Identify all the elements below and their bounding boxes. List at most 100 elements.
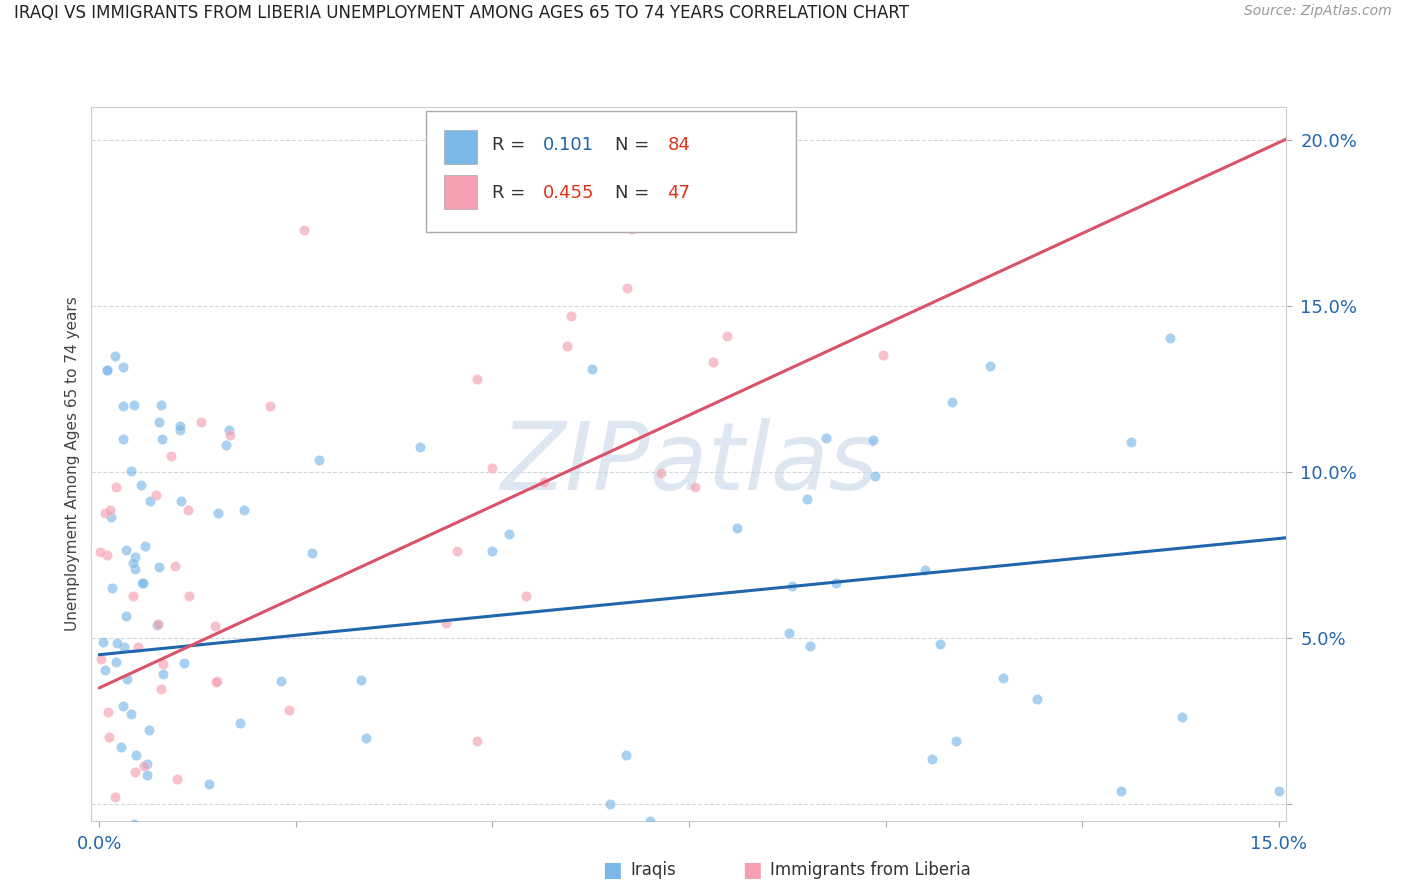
Point xyxy=(599,797,621,811)
Point xyxy=(233,503,256,517)
Point xyxy=(1159,331,1181,345)
Point xyxy=(105,636,128,650)
Point xyxy=(132,759,155,773)
Point xyxy=(190,415,212,429)
Point xyxy=(170,494,193,508)
Point xyxy=(301,546,323,560)
Point xyxy=(152,657,174,671)
FancyBboxPatch shape xyxy=(444,175,478,209)
Text: ZIPatlas: ZIPatlas xyxy=(501,418,877,509)
Point xyxy=(89,545,111,559)
Point xyxy=(204,618,226,632)
Point xyxy=(465,372,488,386)
Point xyxy=(94,663,117,677)
Point xyxy=(862,434,884,448)
Point xyxy=(149,398,172,412)
Point xyxy=(165,559,187,574)
Point xyxy=(198,777,221,791)
Point xyxy=(434,615,457,630)
Point xyxy=(215,438,238,452)
Point xyxy=(702,355,724,369)
Point xyxy=(91,634,114,648)
Point xyxy=(132,576,155,591)
Point xyxy=(112,699,135,714)
Point xyxy=(110,739,132,754)
Point xyxy=(278,703,301,717)
Point xyxy=(928,636,950,650)
Text: 84: 84 xyxy=(668,136,690,153)
Point xyxy=(638,814,661,828)
Point xyxy=(796,491,818,506)
Point xyxy=(1111,784,1133,798)
Text: ■: ■ xyxy=(602,860,621,880)
Point xyxy=(100,509,122,524)
Point xyxy=(616,281,638,295)
Point xyxy=(124,765,146,780)
Point xyxy=(98,730,121,744)
Text: 0.455: 0.455 xyxy=(543,184,595,202)
Point xyxy=(138,723,160,737)
Point xyxy=(533,475,555,489)
Point xyxy=(177,503,200,517)
Point xyxy=(166,772,188,787)
Point xyxy=(111,432,134,446)
Point xyxy=(872,348,894,362)
Point xyxy=(131,575,153,590)
Point xyxy=(1026,692,1049,706)
Point xyxy=(354,731,377,745)
Text: N =: N = xyxy=(614,136,655,153)
Point xyxy=(409,440,432,454)
Point xyxy=(148,415,170,429)
Point xyxy=(177,589,200,603)
Point xyxy=(104,655,127,669)
Point xyxy=(481,461,503,475)
Point xyxy=(941,395,963,409)
Point xyxy=(1171,709,1194,723)
Point xyxy=(308,452,330,467)
Point xyxy=(218,428,240,442)
Point xyxy=(465,734,488,748)
Point xyxy=(146,618,169,632)
Point xyxy=(865,469,887,483)
Point xyxy=(122,817,145,831)
Point xyxy=(104,480,127,494)
Point xyxy=(799,639,821,653)
Point xyxy=(725,521,748,535)
Point xyxy=(111,399,134,413)
Point xyxy=(481,544,503,558)
Point xyxy=(90,651,112,665)
Point xyxy=(124,562,146,576)
Point xyxy=(169,418,191,433)
Point xyxy=(97,705,120,719)
FancyBboxPatch shape xyxy=(444,130,478,164)
Point xyxy=(555,339,578,353)
Point xyxy=(515,589,537,603)
Text: Immigrants from Liberia: Immigrants from Liberia xyxy=(770,861,972,879)
Point xyxy=(292,223,315,237)
Point xyxy=(150,432,173,446)
Point xyxy=(122,589,145,603)
Point xyxy=(96,548,118,562)
Point xyxy=(136,756,159,771)
Point xyxy=(229,716,252,731)
Point xyxy=(1267,784,1289,798)
Point xyxy=(112,640,135,654)
Point xyxy=(259,399,281,413)
Point xyxy=(98,503,121,517)
Point xyxy=(350,673,373,687)
Point xyxy=(124,549,146,564)
Point xyxy=(979,359,1001,374)
Point xyxy=(120,706,142,721)
Y-axis label: Unemployment Among Ages 65 to 74 years: Unemployment Among Ages 65 to 74 years xyxy=(65,296,80,632)
Point xyxy=(270,674,292,689)
Point xyxy=(621,222,644,236)
Point xyxy=(117,672,139,686)
Point xyxy=(145,488,167,502)
Point xyxy=(127,640,149,654)
Point xyxy=(146,617,169,632)
Point xyxy=(1119,434,1142,449)
Text: Iraqis: Iraqis xyxy=(630,861,676,879)
Point xyxy=(148,560,170,574)
Point xyxy=(921,752,943,766)
Text: 0.101: 0.101 xyxy=(543,136,595,153)
